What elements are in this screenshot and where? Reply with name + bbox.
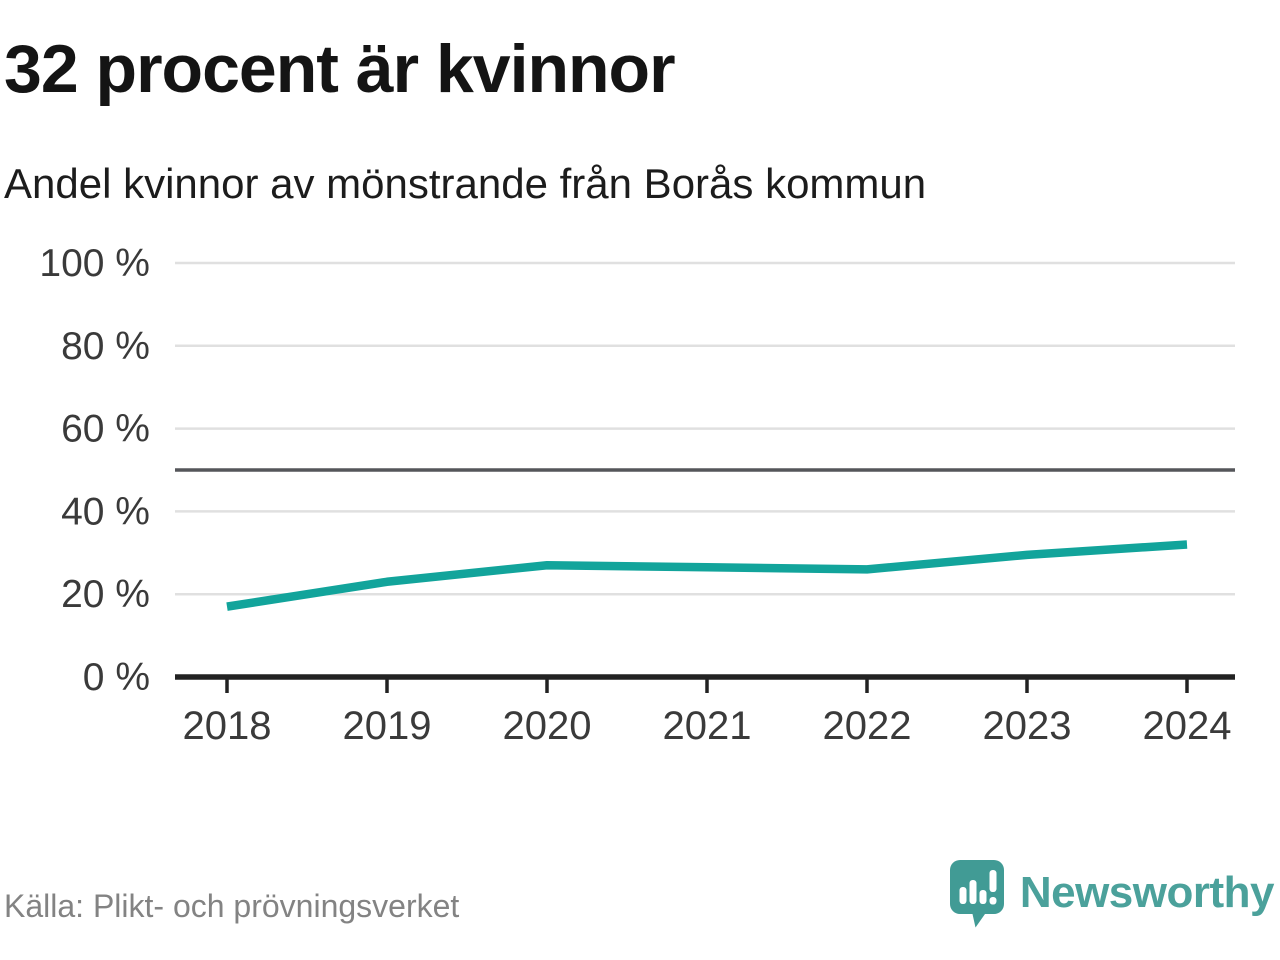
- y-axis-labels: 0 % 20 % 40 % 60 % 80 % 100 %: [39, 242, 150, 699]
- x-axis-ticks: [225, 677, 1189, 693]
- svg-text:2019: 2019: [343, 704, 432, 748]
- source-note: Källa: Plikt- och prövningsverket: [4, 888, 460, 924]
- speech-bubble-bar-chart-icon: [949, 860, 1004, 928]
- svg-text:2022: 2022: [823, 704, 912, 748]
- svg-text:2024: 2024: [1143, 704, 1232, 748]
- newsworthy-wordmark: Newsworthy: [1019, 868, 1275, 917]
- svg-text:80 %: 80 %: [61, 325, 150, 368]
- svg-text:20 %: 20 %: [61, 573, 150, 616]
- svg-text:40 %: 40 %: [61, 490, 150, 533]
- data-line: [226, 540, 1188, 611]
- svg-text:60 %: 60 %: [61, 408, 150, 451]
- svg-text:2020: 2020: [503, 704, 592, 748]
- svg-text:100 %: 100 %: [39, 242, 150, 285]
- chart-title: 32 procent är kvinnor: [4, 31, 676, 107]
- svg-text:2023: 2023: [983, 704, 1072, 748]
- newsworthy-logo: Newsworthy: [948, 858, 1275, 928]
- gridlines: [175, 261, 1235, 596]
- line-chart: 0 % 20 % 40 % 60 % 80 % 100 % 2018 2019 2020 2021…: [39, 242, 1235, 748]
- chart-subtitle: Andel kvinnor av mönstrande från Borås k…: [4, 160, 927, 207]
- svg-text:2021: 2021: [663, 704, 752, 748]
- svg-text:0 %: 0 %: [83, 656, 150, 699]
- svg-text:2018: 2018: [183, 704, 272, 748]
- x-axis-labels: 2018 2019 2020 2021 2022 2023 2024: [183, 704, 1232, 748]
